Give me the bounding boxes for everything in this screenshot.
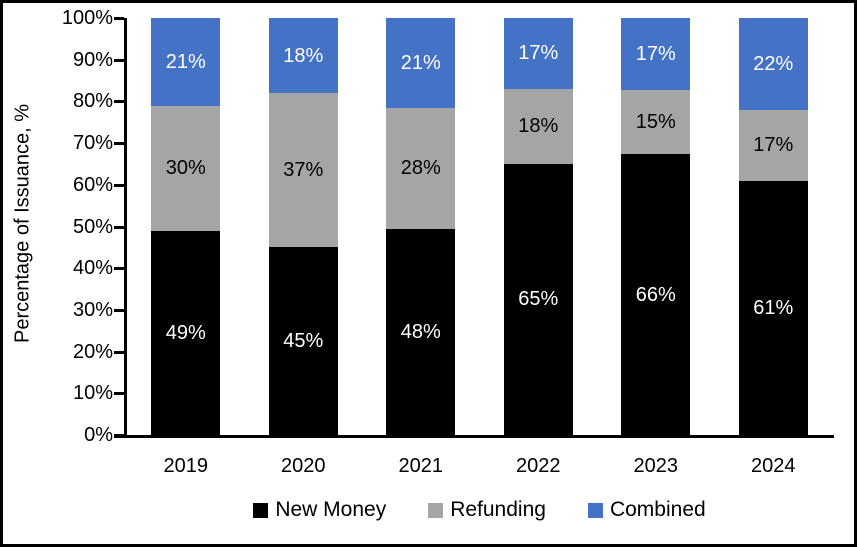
y-tick-mark (114, 183, 124, 187)
x-tick-label-2019: 2019 (163, 455, 209, 477)
bar-2024: 61% 17% 22% (738, 18, 808, 435)
segment-new-money-2022: 65% (503, 163, 573, 435)
y-tick-mark (114, 100, 124, 104)
y-axis-line (124, 18, 127, 438)
data-label: 15% (635, 111, 676, 134)
data-label: 61% (753, 296, 794, 319)
legend-label-new-money: New Money (275, 498, 387, 521)
y-tick-label: 90% (72, 48, 113, 71)
y-tick-label: 0% (84, 424, 113, 446)
segment-combined-2023: 17% (621, 18, 691, 91)
data-label: 17% (753, 134, 794, 157)
segment-new-money-2021: 48% (386, 228, 456, 435)
data-label: 37% (283, 159, 324, 182)
segment-refunding-2020: 37% (268, 93, 338, 248)
segment-combined-2024: 22% (738, 18, 808, 110)
segment-combined-2021: 21% (386, 18, 456, 109)
data-label: 65% (518, 288, 559, 311)
x-tick-label-2022: 2022 (516, 455, 561, 477)
y-tick-mark (114, 225, 124, 229)
segment-refunding-2023: 15% (621, 90, 691, 155)
y-tick-label: 80% (72, 90, 113, 113)
legend-label-refunding: Refunding (450, 498, 546, 521)
data-label: 48% (400, 320, 441, 343)
data-label: 66% (635, 283, 676, 306)
y-tick-label: 30% (72, 298, 113, 321)
legend-item-new-money: New Money (253, 498, 386, 522)
x-tick-label-2024: 2024 (751, 455, 796, 477)
segment-refunding-2022: 18% (503, 88, 573, 164)
bar-2020: 45% 37% 18% (268, 18, 338, 435)
segment-refunding-2019: 30% (151, 105, 221, 231)
y-tick-label: 70% (72, 132, 113, 155)
legend: New Money Refunding Combined (127, 495, 832, 525)
data-label: 17% (518, 42, 559, 65)
legend-swatch-new-money (253, 502, 269, 518)
y-tick-mark (114, 267, 124, 271)
x-axis-line (114, 435, 834, 438)
data-label: 17% (635, 43, 676, 66)
y-tick-label: 100% (61, 7, 113, 29)
data-label: 18% (518, 115, 559, 138)
legend-item-refunding: Refunding (428, 498, 546, 522)
segment-new-money-2020: 45% (268, 247, 338, 435)
legend-label-combined: Combined (609, 498, 706, 521)
data-label: 22% (753, 52, 794, 75)
legend-swatch-combined (587, 502, 603, 518)
y-tick-mark (114, 58, 124, 62)
segment-combined-2019: 21% (151, 18, 221, 106)
y-tick-mark (114, 17, 124, 20)
legend-item-combined: Combined (587, 498, 706, 522)
plot-area: 49% 30% 21% 45% 37% 18% 48% 28% 21% 65% 18% 17% 66% 1… (127, 18, 832, 435)
segment-combined-2022: 17% (503, 18, 573, 89)
data-label: 45% (283, 330, 324, 353)
segment-new-money-2023: 66% (621, 154, 691, 435)
y-tick-mark (114, 142, 124, 146)
y-tick-mark (114, 392, 124, 396)
y-tick-label: 50% (72, 215, 113, 238)
data-label: 21% (165, 50, 206, 73)
data-label: 30% (165, 157, 206, 180)
bar-2022: 65% 18% 17% (503, 18, 573, 435)
bar-2021: 48% 28% 21% (386, 18, 456, 435)
data-label: 28% (400, 157, 441, 180)
x-tick-label-2023: 2023 (633, 455, 679, 477)
x-tick-label-2020: 2020 (281, 455, 326, 477)
legend-swatch-refunding (428, 502, 444, 518)
y-tick-label: 20% (72, 340, 113, 363)
data-label: 21% (400, 52, 441, 75)
y-tick-label: 60% (72, 173, 113, 196)
y-tick-label: 10% (72, 382, 113, 405)
segment-combined-2020: 18% (268, 18, 338, 94)
bar-2019: 49% 30% 21% (151, 18, 221, 435)
segment-new-money-2024: 61% (738, 180, 808, 435)
segment-refunding-2024: 17% (738, 109, 808, 181)
y-tick-mark (114, 434, 124, 437)
y-tick-mark (114, 350, 124, 354)
data-label: 18% (283, 44, 324, 67)
y-tick-mark (114, 308, 124, 312)
segment-refunding-2021: 28% (386, 108, 456, 229)
x-tick-label-2021: 2021 (398, 455, 444, 477)
data-label: 49% (165, 321, 206, 344)
segment-new-money-2019: 49% (151, 230, 221, 435)
bar-2023: 66% 15% 17% (621, 18, 691, 435)
y-tick-label: 40% (72, 257, 113, 280)
